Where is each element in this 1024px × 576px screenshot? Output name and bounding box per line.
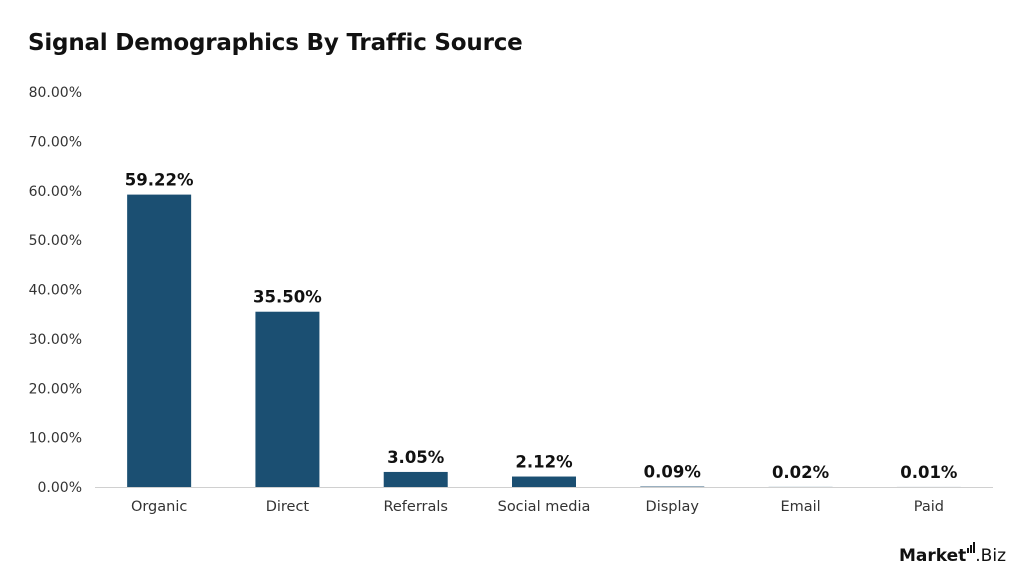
- data-label: 0.02%: [772, 463, 830, 482]
- data-label: 2.12%: [515, 453, 573, 472]
- bar: [512, 476, 576, 487]
- data-label: 59.22%: [125, 171, 194, 190]
- data-labels: 59.22% 35.50% 3.05% 2.12% 0.09% 0.02% 0.01%: [125, 171, 958, 482]
- bar-chart-icon: [967, 542, 976, 553]
- x-tick-label: Email: [780, 499, 820, 515]
- bar: [127, 194, 192, 487]
- data-label: 35.50%: [253, 288, 322, 307]
- x-tick-label: Display: [646, 499, 700, 515]
- x-tick-label: Paid: [914, 499, 944, 515]
- x-tick-label: Social media: [498, 499, 591, 515]
- y-tick-label: 10.00%: [29, 431, 82, 447]
- y-tick-label: 60.00%: [29, 184, 82, 200]
- chart-title: Signal Demographics By Traffic Source: [28, 30, 523, 56]
- bars: [127, 194, 961, 487]
- x-axis: Organic Direct Referrals Social media Displa…: [131, 499, 944, 515]
- y-axis: 0.00% 10.00% 20.00% 30.00% 40.00% 50.00% 60.00…: [29, 85, 82, 496]
- y-tick-label: 70.00%: [29, 134, 82, 150]
- data-label: 0.01%: [900, 463, 958, 482]
- data-label: 0.09%: [644, 463, 702, 482]
- brand-logo: Market .Biz: [899, 542, 1006, 566]
- logo-text-light: .Biz: [975, 546, 1006, 566]
- x-tick-label: Organic: [131, 499, 187, 515]
- y-tick-label: 0.00%: [38, 480, 82, 496]
- y-tick-label: 50.00%: [29, 233, 82, 249]
- bar: [383, 471, 448, 487]
- data-label: 3.05%: [387, 448, 445, 467]
- x-tick-label: Direct: [266, 499, 310, 515]
- x-tick-label: Referrals: [383, 499, 448, 515]
- logo-text-bold: Market: [899, 546, 967, 566]
- bar: [255, 311, 320, 487]
- y-tick-label: 30.00%: [29, 332, 82, 348]
- y-tick-label: 40.00%: [29, 283, 82, 299]
- y-tick-label: 20.00%: [29, 381, 82, 397]
- y-tick-label: 80.00%: [29, 85, 82, 101]
